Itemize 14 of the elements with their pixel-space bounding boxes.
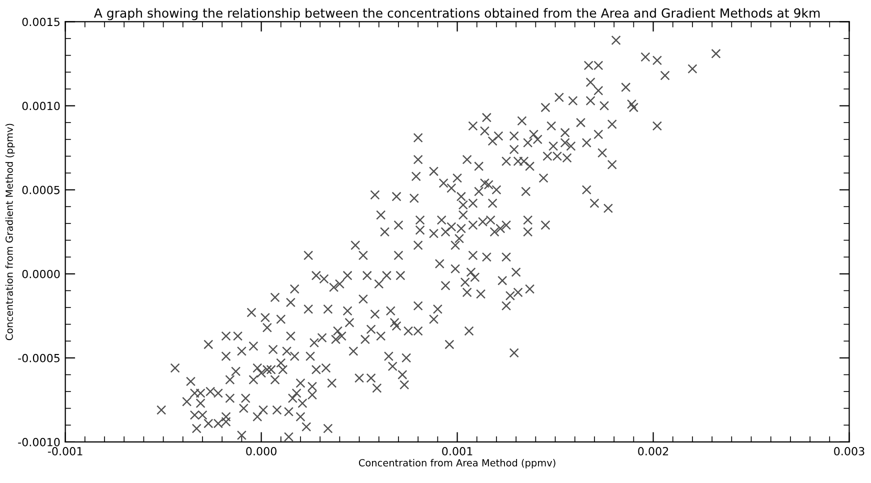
y-tick-label: -0.0010 [18, 438, 60, 446]
y-axis-title: Concentration from Gradient Method (ppmv) [5, 124, 15, 340]
y-tick-label: 0.0015 [22, 18, 60, 26]
y-tick-label: 0.0010 [22, 102, 60, 110]
y-tick-label: 0.0000 [22, 270, 60, 278]
y-tick-label: -0.0005 [18, 354, 60, 362]
x-tick-label: 0.001 [442, 447, 472, 456]
x-tick-label: 0.003 [834, 447, 864, 456]
x-tick-label: 0.002 [638, 447, 668, 456]
x-axis-title: Concentration from Area Method (ppmv) [358, 458, 556, 468]
x-tick-label: -0.001 [48, 447, 82, 456]
x-tick-label: 0.000 [246, 447, 276, 456]
chart-title: A graph showing the relationship between the concentrations obtained from the Area and Gradient Methods at 9km [94, 8, 820, 20]
y-tick-label: 0.0005 [22, 186, 60, 194]
